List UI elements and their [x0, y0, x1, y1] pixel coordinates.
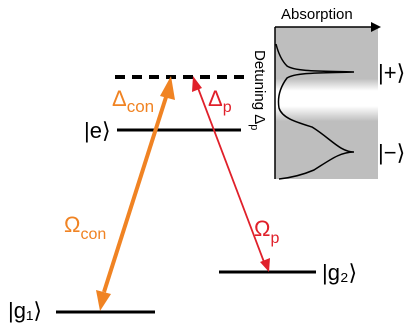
- control-detuning-label: Δcon: [112, 86, 154, 116]
- control-rabi-label: Ωcon: [64, 212, 106, 243]
- inset-absorption-label: Absorption: [281, 6, 353, 23]
- inset-detuning-label: Detuning Δp: [248, 50, 268, 130]
- peak-minus-label: |−⟩: [378, 140, 405, 165]
- control-arrowhead-top: [160, 76, 175, 100]
- ground2-level-label: |g₂⟩: [322, 260, 357, 285]
- probe-arrowhead-top: [192, 76, 202, 92]
- inset-x-axis-arrow: [371, 22, 381, 32]
- peak-plus-label: |+⟩: [378, 60, 405, 85]
- probe-arrowhead-bottom: [260, 258, 270, 272]
- absorption-curve: [275, 43, 355, 180]
- inset-shaded-region: [275, 27, 378, 179]
- absorption-inset: Absorption Detuning Δp |+⟩ |−⟩: [248, 6, 405, 180]
- probe-rabi-label: Ωp: [254, 216, 279, 247]
- control-arrowhead-bottom: [96, 290, 111, 311]
- control-coupling-arrow: [96, 76, 175, 311]
- probe-coupling-arrow: [192, 76, 270, 272]
- ground1-level-label: |g₁⟩: [8, 298, 42, 323]
- excited-level-label: |e⟩: [84, 118, 111, 143]
- probe-detuning-label: Δp: [208, 86, 232, 116]
